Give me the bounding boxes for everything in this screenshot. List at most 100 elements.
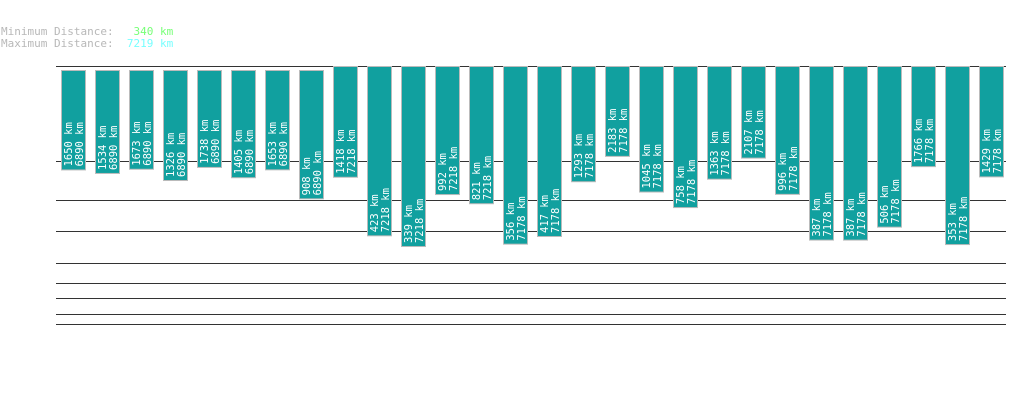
- bar-group: 423 km 7218 km: [367, 66, 392, 237]
- bar-group: 1650 km 6890 km: [61, 70, 86, 171]
- bar-group: 1673 km 6890 km: [129, 70, 154, 170]
- bar-group: 2183 km 7178 km: [605, 66, 630, 157]
- bar: [61, 70, 86, 171]
- bar-total-label: 7218 km: [482, 156, 494, 200]
- bar-total-label: 6890 km: [312, 151, 324, 195]
- bar-group: 1326 km 6890 km: [163, 70, 188, 182]
- bar: [163, 70, 188, 182]
- bar-distance-label: 821 km: [471, 162, 483, 200]
- bar-group: 1738 km 6890 km: [197, 70, 222, 168]
- bar-distance-label: 992 km: [437, 153, 449, 191]
- bar: [367, 66, 392, 237]
- bar-total-label: 7218 km: [414, 199, 426, 243]
- bar: [809, 66, 834, 241]
- bar: [435, 66, 460, 196]
- bar-total-label: 7178 km: [958, 197, 970, 241]
- bar-group: 1293 km 7178 km: [571, 66, 596, 183]
- bar-total-label: 6890 km: [278, 122, 290, 166]
- bar-total-label: 7218 km: [448, 147, 460, 191]
- bar: [945, 66, 970, 246]
- bar: [197, 70, 222, 168]
- bar-group: 1534 km 6890 km: [95, 70, 120, 174]
- bar: [707, 66, 732, 180]
- bar-distance-label: 387 km: [811, 199, 823, 237]
- bar-distance-label: 1293 km: [573, 134, 585, 178]
- max-distance-label: Maximum Distance:: [1, 37, 114, 50]
- bar-total-label: 7178 km: [550, 189, 562, 233]
- bar-distance-label: 1418 km: [335, 129, 347, 173]
- bar-distance-label: 339 km: [403, 205, 415, 243]
- bar: [673, 66, 698, 209]
- bar-group: 506 km 7178 km: [877, 66, 902, 228]
- bar-group: 758 km 7178 km: [673, 66, 698, 209]
- bar: [639, 66, 664, 193]
- bar-total-label: 7218 km: [346, 129, 358, 173]
- bar-total-label: 7178 km: [516, 196, 528, 240]
- bar-distance-label: 1653 km: [267, 122, 279, 166]
- bar-distance-label: 1738 km: [199, 120, 211, 164]
- bar-distance-label: 506 km: [879, 186, 891, 224]
- bar-total-label: 7178 km: [652, 144, 664, 188]
- min-distance-value: 340 km: [133, 25, 174, 38]
- bar-distance-label: 996 km: [777, 153, 789, 191]
- bar-group: 339 km 7218 km: [401, 66, 426, 248]
- bar-group: 1653 km 6890 km: [265, 70, 290, 171]
- bar: [537, 66, 562, 237]
- bar-total-label: 6890 km: [108, 126, 120, 170]
- bar: [911, 66, 936, 168]
- bar-distance-label: 356 km: [505, 203, 517, 241]
- bar-group: 1418 km 7218 km: [333, 66, 358, 178]
- max-distance-row: Maximum Distance: 7219 km: [1, 38, 173, 50]
- bar-total-label: 7178 km: [992, 129, 1004, 173]
- bar-distance-label: 353 km: [947, 203, 959, 241]
- bar-total-label: 6890 km: [74, 122, 86, 166]
- bar-group: 356 km 7178 km: [503, 66, 528, 245]
- bar-total-label: 6890 km: [176, 133, 188, 177]
- bar-group: 1045 km 7178 km: [639, 66, 664, 193]
- bar: [979, 66, 1004, 178]
- bar-total-label: 7178 km: [788, 147, 800, 191]
- bar-total-label: 7178 km: [890, 179, 902, 223]
- bar-distance-label: 1429 km: [981, 129, 993, 173]
- bar: [95, 70, 120, 174]
- bar-group: 1405 km 6890 km: [231, 70, 256, 179]
- bar-group: 908 km 6890 km: [299, 70, 324, 200]
- bar-distance-label: 1673 km: [131, 121, 143, 165]
- bar-distance-label: 1326 km: [165, 133, 177, 177]
- bar: [401, 66, 426, 248]
- bar-total-label: 7178 km: [822, 192, 834, 236]
- bar-distance-label: 1405 km: [233, 130, 245, 174]
- bar-group: 417 km 7178 km: [537, 66, 562, 237]
- bar-group: 1429 km 7178 km: [979, 66, 1004, 178]
- bar-total-label: 7178 km: [924, 119, 936, 163]
- bar-distance-label: 387 km: [845, 199, 857, 237]
- bar-total-label: 7178 km: [720, 131, 732, 175]
- bar-total-label: 7178 km: [686, 160, 698, 204]
- bar: [299, 70, 324, 200]
- bar-distance-label: 908 km: [301, 157, 313, 195]
- bar: [741, 66, 766, 159]
- bar-total-label: 7178 km: [856, 192, 868, 236]
- bar-group: 1363 km 7178 km: [707, 66, 732, 180]
- bar: [129, 70, 154, 170]
- bar-distance-label: 1534 km: [97, 126, 109, 170]
- bar: [775, 66, 800, 195]
- bar-distance-label: 2183 km: [607, 109, 619, 153]
- bar-distance-label: 758 km: [675, 166, 687, 204]
- bar-total-label: 7178 km: [584, 134, 596, 178]
- bar: [231, 70, 256, 179]
- bar: [571, 66, 596, 183]
- bar-total-label: 7218 km: [380, 188, 392, 232]
- bar-total-label: 7178 km: [754, 110, 766, 154]
- bar-group: 992 km 7218 km: [435, 66, 460, 196]
- bar: [265, 70, 290, 171]
- bar-group: 387 km 7178 km: [809, 66, 834, 241]
- bar-group: 353 km 7178 km: [945, 66, 970, 246]
- bar-distance-label: 1363 km: [709, 131, 721, 175]
- bar-group: 821 km 7218 km: [469, 66, 494, 205]
- bar-distance-label: 2107 km: [743, 110, 755, 154]
- bar-total-label: 7178 km: [618, 109, 630, 153]
- bar-distance-label: 1766 km: [913, 119, 925, 163]
- bar-group: 1766 km 7178 km: [911, 66, 936, 168]
